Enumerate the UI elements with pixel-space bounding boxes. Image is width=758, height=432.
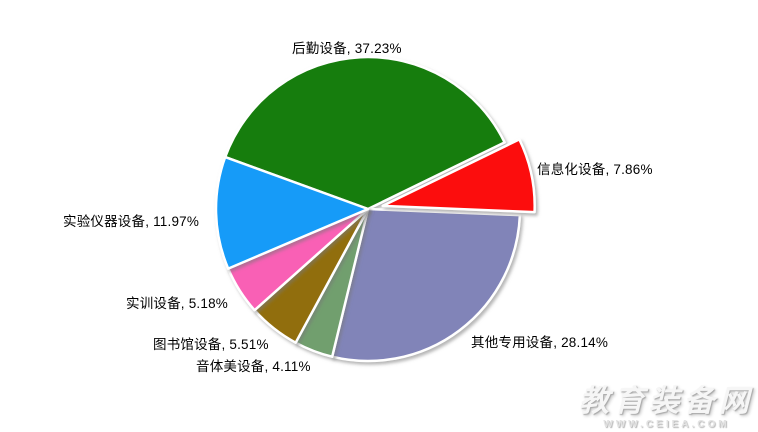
- pie-label-4: 图书馆设备, 5.51%: [153, 337, 269, 352]
- watermark-site-url: WWW.CEIEA.COM: [603, 419, 730, 430]
- pie-label-1: 信息化设备, 7.86%: [537, 162, 653, 177]
- pie-label-3: 音体美设备, 4.11%: [196, 359, 311, 374]
- pie-slices-group: [214, 55, 536, 363]
- pie-slice-1: [381, 138, 536, 214]
- pie-label-0: 后勤设备, 37.23%: [292, 41, 402, 56]
- pie-slice-6: [214, 155, 370, 270]
- watermark-site-name: 教育装备网: [579, 384, 754, 419]
- pie-label-2: 其他专用设备, 28.14%: [471, 335, 609, 350]
- pie-slice-2: [330, 207, 522, 363]
- watermark: 教育装备网 WWW.CEIEA.COM: [579, 385, 754, 430]
- pie-label-5: 实训设备, 5.18%: [126, 296, 228, 311]
- pie-label-6: 实验仪器设备, 11.97%: [63, 214, 200, 229]
- pie-slice-0: [223, 55, 506, 211]
